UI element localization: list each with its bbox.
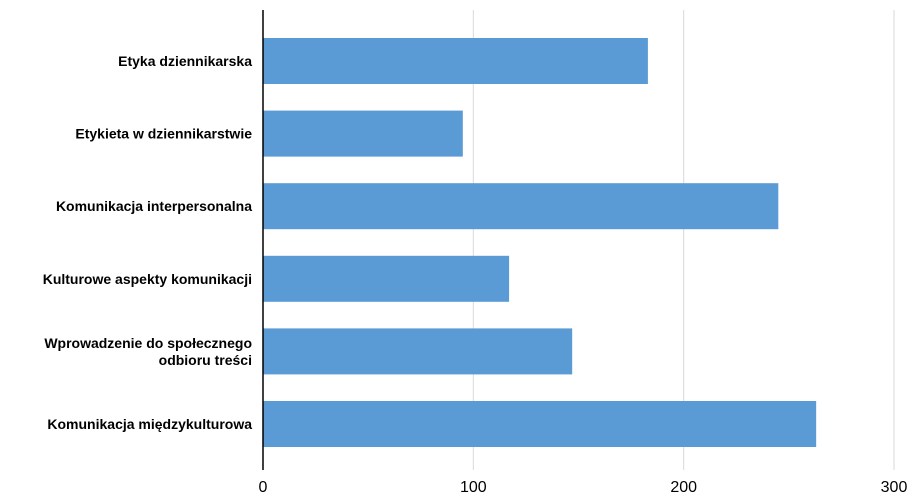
x-tick-label-200: 200 [670, 479, 697, 496]
gridlines [472, 10, 895, 470]
category-label-1: Etyka dziennikarska [118, 53, 252, 69]
category-labels: Etyka dziennikarska Etykieta w dziennikar… [43, 53, 253, 432]
x-tick-label-100: 100 [460, 479, 487, 496]
x-tick-label-0: 0 [259, 479, 268, 496]
category-label-line: Komunikacja międzykulturowa [47, 416, 252, 432]
category-label-line: Etykieta w dziennikarstwie [75, 126, 252, 142]
bar-3 [263, 183, 779, 230]
category-label-line: odbioru treści [159, 352, 252, 368]
category-label-5: Wprowadzenie do społecznego odbioru treśc… [44, 335, 252, 368]
x-tick-label-300: 300 [881, 479, 908, 496]
category-label-line: Wprowadzenie do społecznego [44, 335, 252, 351]
x-tick-labels: 0 100 200 300 [259, 479, 908, 496]
category-label-2: Etykieta w dziennikarstwie [75, 126, 252, 142]
bar-2 [263, 110, 463, 157]
category-label-6: Komunikacja międzykulturowa [47, 416, 252, 432]
category-label-line: Kulturowe aspekty komunikacji [43, 271, 252, 287]
category-label-line: Komunikacja interpersonalna [56, 198, 252, 214]
category-label-line: Etyka dziennikarska [118, 53, 252, 69]
bars [263, 38, 817, 447]
category-label-3: Komunikacja interpersonalna [56, 198, 252, 214]
bar-6 [263, 401, 817, 447]
category-label-4: Kulturowe aspekty komunikacji [43, 271, 252, 287]
bar-1 [263, 38, 648, 84]
bar-5 [263, 328, 573, 375]
bar-4 [263, 255, 510, 302]
